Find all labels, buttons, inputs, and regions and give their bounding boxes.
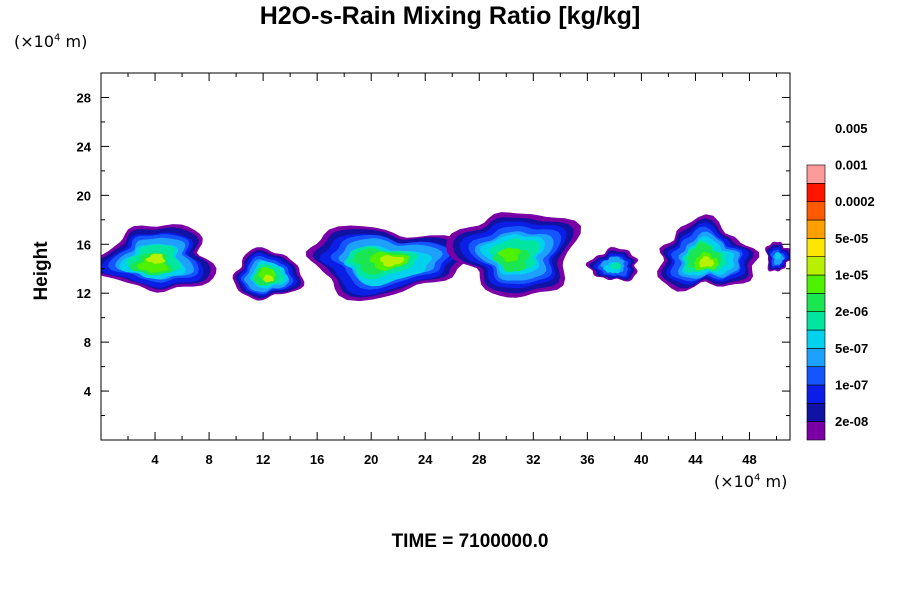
colorbar-label: 5e-07 [835, 341, 868, 356]
colorbar-swatch [806, 183, 826, 202]
x-tick-label: 48 [742, 452, 756, 467]
x-tick-label: 4 [151, 452, 159, 467]
x-tick-label: 44 [688, 452, 703, 467]
colorbar-swatch [806, 256, 826, 276]
x-tick-label: 16 [310, 452, 324, 467]
y-tick-label: 4 [84, 384, 92, 399]
y-axis-ticks: 4 8 12 16 20 24 28 [77, 72, 790, 417]
time-label: TIME = 7100000.0 [391, 531, 549, 552]
colorbar-label: 2e-08 [835, 414, 868, 429]
x-tick-label: 36 [580, 452, 594, 467]
x-tick-label: 8 [205, 452, 212, 467]
colorbar-swatch [806, 274, 826, 294]
colorbar-swatch [806, 329, 826, 349]
colorbar-swatch [806, 366, 826, 386]
colorbar-swatch [806, 348, 826, 367]
colorbar-swatch [806, 384, 826, 404]
colorbar-swatch [806, 201, 826, 221]
y-tick-label: 24 [77, 139, 92, 154]
colorbar-label: 5e-05 [835, 231, 868, 246]
colorbar-label: 1e-05 [835, 268, 868, 283]
y-tick-label: 12 [77, 286, 91, 301]
plot-frame [100, 72, 791, 441]
y-axis-unit: (×104 m) [14, 32, 87, 51]
contour-level [263, 274, 274, 283]
colorbar-label: 0.005 [835, 121, 868, 136]
x-tick-label: 40 [634, 452, 648, 467]
x-tick-label: 20 [364, 452, 378, 467]
contour-level [610, 262, 622, 270]
y-tick-label: 8 [84, 335, 91, 350]
colorbar [806, 164, 826, 441]
x-tick-label: 12 [256, 452, 270, 467]
x-tick-label: 24 [418, 452, 433, 467]
colorbar-label: 1e-07 [835, 378, 868, 393]
colorbar-label: 2e-06 [835, 304, 868, 319]
colorbar-swatch [806, 293, 826, 312]
contour-level [774, 251, 782, 260]
colorbar-labels: 2e-08 1e-07 5e-07 2e-06 1e-05 5e-05 0.0002 0.00… [835, 121, 875, 429]
colorbar-swatch [806, 421, 826, 441]
colorbar-swatch [806, 403, 826, 422]
contour-level [497, 247, 521, 263]
colorbar-swatch [806, 164, 826, 184]
y-unit-suffix: m) [60, 32, 88, 51]
contour-level [699, 256, 715, 268]
colorbar-swatch [806, 238, 826, 257]
y-tick-label: 20 [77, 188, 91, 203]
colorbar-label: 0.0002 [835, 194, 875, 209]
y-unit-exponent: 4 [54, 32, 61, 44]
x-tick-label: 28 [472, 452, 486, 467]
x-unit-suffix: m) [760, 472, 788, 491]
chart-title: H2O-s-Rain Mixing Ratio [kg/kg] [259, 2, 641, 30]
contour-level [379, 255, 405, 267]
contour-fields [101, 212, 790, 302]
x-unit-text: (×10 [714, 472, 755, 491]
colorbar-swatch [806, 311, 826, 331]
x-axis-ticks: 4 8 12 16 20 24 28 32 36 40 44 48 [127, 73, 777, 467]
x-axis-unit: (×104 m) [714, 472, 787, 491]
y-tick-label: 28 [77, 90, 91, 105]
y-tick-label: 16 [77, 237, 91, 252]
colorbar-label: 0.001 [835, 158, 868, 173]
y-unit-text: (×10 [14, 32, 55, 51]
x-tick-label: 32 [526, 452, 540, 467]
contour-level [146, 253, 166, 264]
x-unit-exponent: 4 [754, 472, 761, 484]
colorbar-swatch [806, 219, 826, 239]
